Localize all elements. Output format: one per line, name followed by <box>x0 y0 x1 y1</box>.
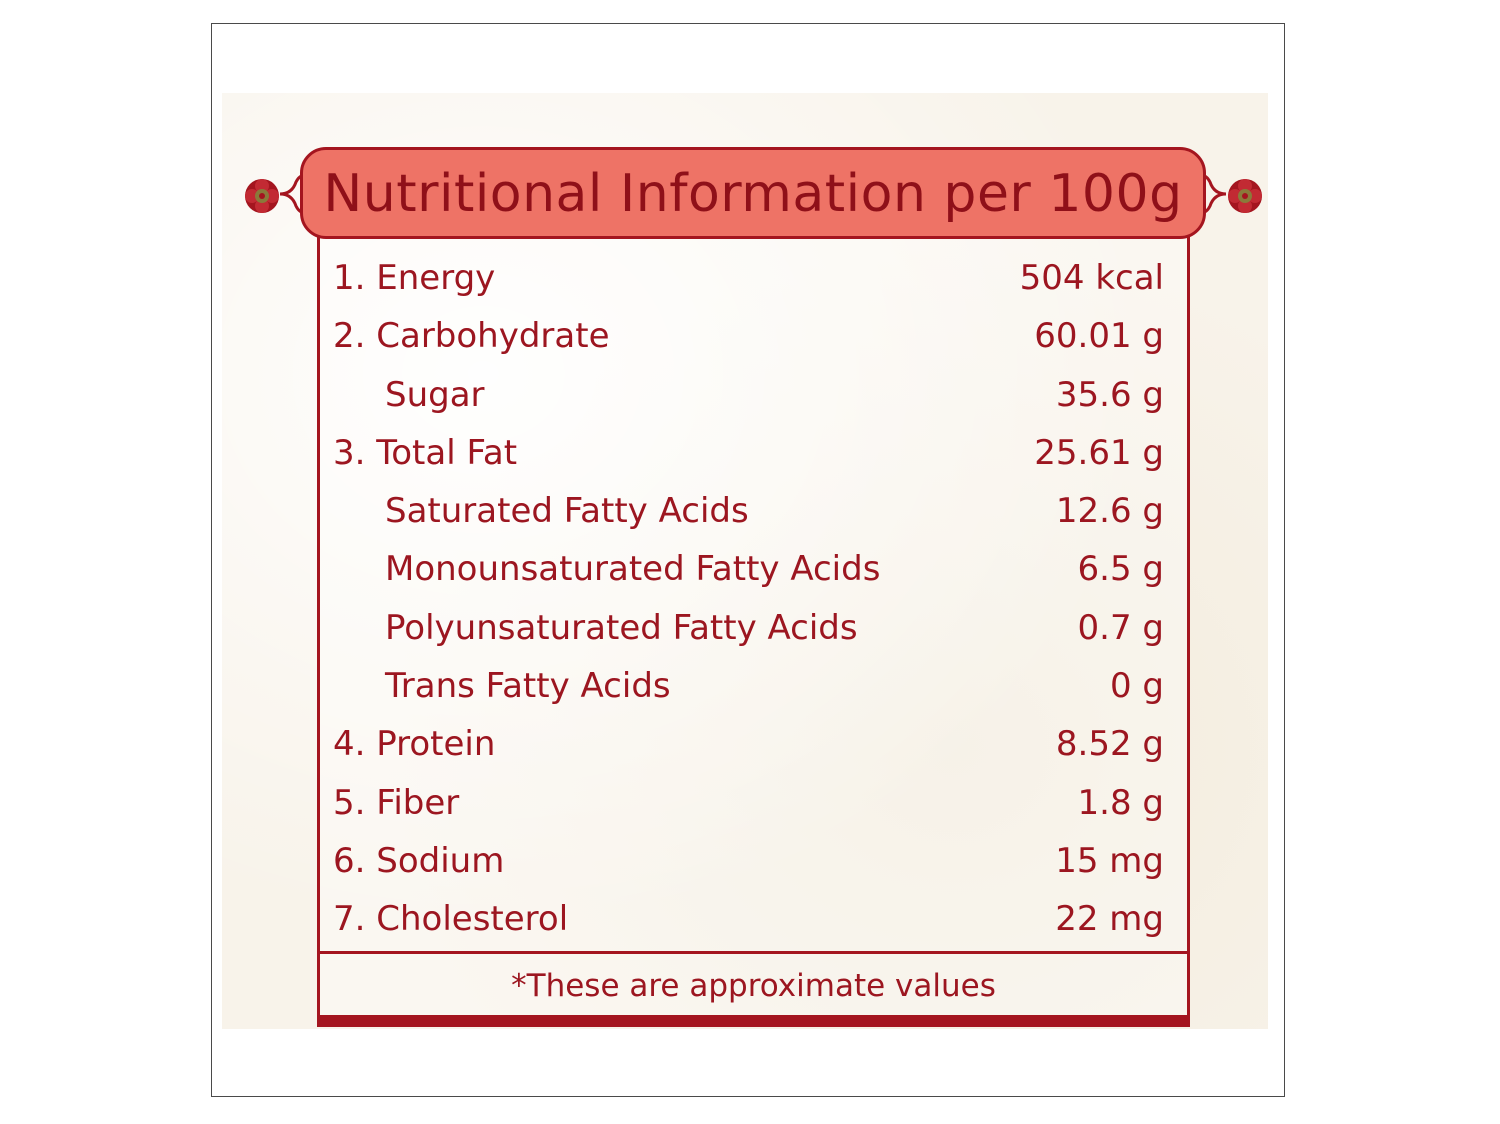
nutrient-value: 0.7 g <box>1077 607 1164 648</box>
nutrient-value: 60.01 g <box>1034 316 1164 357</box>
nutrient-label: 7. Cholesterol <box>333 899 569 940</box>
nutrient-row: 1. Energy 504 kcal <box>333 249 1168 307</box>
flower-ornament-icon <box>1228 179 1262 213</box>
flower-ornament-icon <box>245 179 279 213</box>
nutrient-value: 15 mg <box>1055 840 1164 881</box>
nutrient-label: Polyunsaturated Fatty Acids <box>385 607 858 648</box>
nutrient-row: Saturated Fatty Acids 12.6 g <box>333 482 1168 540</box>
nutrient-row: 2. Carbohydrate 60.01 g <box>333 307 1168 365</box>
parchment-background <box>222 93 1268 1029</box>
nutrient-row: 4. Protein 8.52 g <box>333 715 1168 773</box>
footnote-divider <box>317 951 1190 954</box>
nutrient-label: Saturated Fatty Acids <box>385 491 749 532</box>
nutrient-row: Monounsaturated Fatty Acids 6.5 g <box>333 540 1168 598</box>
nutrient-value: 0 g <box>1109 666 1164 707</box>
nutrient-label: 3. Total Fat <box>333 432 518 473</box>
nutrient-value: 22 mg <box>1055 899 1164 940</box>
footnote: *These are approximate values <box>511 968 996 1004</box>
nutrient-value: 25.61 g <box>1034 432 1164 473</box>
nutrient-value: 35.6 g <box>1055 374 1164 415</box>
nutrient-label: 5. Fiber <box>333 782 460 823</box>
nutrient-label: 4. Protein <box>333 724 496 765</box>
nutrient-label: Monounsaturated Fatty Acids <box>385 549 881 590</box>
nutrient-label: 6. Sodium <box>333 840 505 881</box>
nutrient-value: 12.6 g <box>1055 491 1164 532</box>
nutrient-label: 2. Carbohydrate <box>333 316 610 357</box>
nutrient-label: Trans Fatty Acids <box>385 666 671 707</box>
bottom-border <box>317 1015 1190 1027</box>
title-banner: Nutritional Information per 100g <box>300 147 1206 239</box>
nutrition-table <box>317 236 1190 1026</box>
nutrient-row: 6. Sodium 15 mg <box>333 832 1168 890</box>
nutrient-row: 3. Total Fat 25.61 g <box>333 424 1168 482</box>
nutrient-list: 1. Energy 504 kcal 2. Carbohydrate 60.01 g S… <box>333 249 1168 949</box>
nutrient-label: 1. Energy <box>333 258 496 298</box>
nutrient-row: Polyunsaturated Fatty Acids 0.7 g <box>333 599 1168 657</box>
nutrient-row: 5. Fiber 1.8 g <box>333 774 1168 832</box>
nutrient-row: Trans Fatty Acids 0 g <box>333 657 1168 715</box>
nutrient-row: Sugar 35.6 g <box>333 366 1168 424</box>
nutrient-row: 7. Cholesterol 22 mg <box>333 890 1168 948</box>
nutrient-value: 6.5 g <box>1077 549 1164 590</box>
nutrient-value: 1.8 g <box>1077 782 1164 823</box>
page-title: Nutritional Information per 100g <box>323 164 1183 224</box>
nutrient-value: 504 kcal <box>1019 258 1164 298</box>
nutrient-label: Sugar <box>385 374 485 415</box>
nutrient-value: 8.52 g <box>1055 724 1164 765</box>
